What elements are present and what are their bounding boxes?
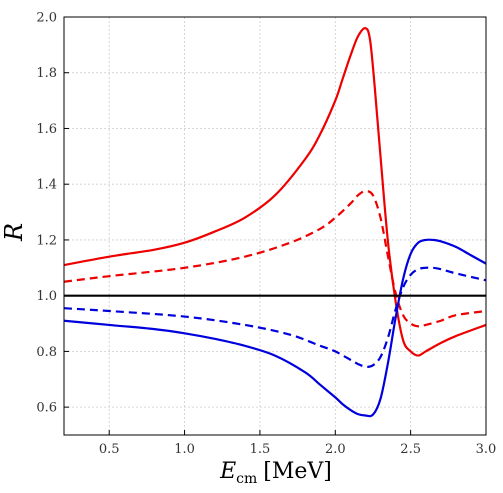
series-line-3	[63, 238, 487, 418]
series-line-2	[63, 190, 487, 328]
series-lines	[63, 27, 487, 418]
y-tick-label: 1.6	[36, 122, 57, 137]
plot-frame	[63, 16, 487, 436]
series-line-4	[63, 266, 487, 368]
series-line-1	[63, 27, 487, 357]
y-tick-label: 0.8	[36, 345, 57, 360]
x-tick-label: 3.0	[476, 442, 497, 457]
y-tick-label: 2.0	[36, 11, 57, 26]
grid	[64, 16, 487, 435]
x-tick-label: 1.0	[174, 442, 195, 457]
x-axis-label-main: E	[219, 459, 236, 484]
x-axis-label-unit: [MeV]	[263, 459, 332, 484]
y-tick-label: 1.4	[36, 178, 57, 193]
x-tick-label: 2.5	[400, 442, 421, 457]
x-axis-label-sub: cm	[236, 471, 257, 487]
x-axis-label: Ecm [MeV]	[219, 459, 332, 487]
y-tick-label: 1.2	[36, 233, 57, 248]
x-tick-label: 1.5	[250, 442, 271, 457]
x-tick-label: 2.0	[325, 442, 346, 457]
x-tick-label: 0.5	[99, 442, 120, 457]
y-tick-label: 0.6	[36, 401, 57, 416]
y-tick-label: 1.0	[36, 289, 57, 304]
axis-ticks: 0.5 1.0 1.5 2.0 2.5 3.0 0.6 0.8 1.0 1.2 1.4 1.6 1.8 2…	[36, 11, 496, 458]
y-tick-label: 1.8	[36, 66, 57, 81]
y-axis-label: R	[0, 223, 28, 242]
